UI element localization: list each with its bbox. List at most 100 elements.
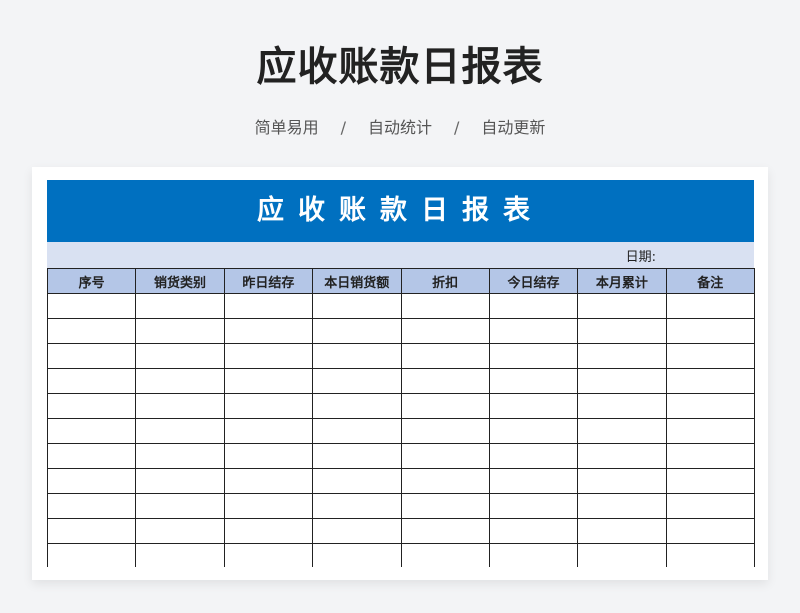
column-header: 本月累计	[577, 268, 667, 294]
table-cell[interactable]	[665, 518, 755, 544]
table-cell[interactable]	[665, 443, 755, 469]
table-cell[interactable]	[577, 493, 667, 519]
table-cell[interactable]	[223, 343, 314, 369]
table-cell[interactable]	[577, 543, 667, 567]
table-cell[interactable]	[665, 393, 755, 419]
table-cell[interactable]	[47, 343, 137, 369]
table-cell[interactable]	[47, 443, 137, 469]
table-cell[interactable]	[312, 418, 402, 444]
table-cell[interactable]	[488, 293, 579, 319]
table-cell[interactable]	[400, 418, 490, 444]
table-cell[interactable]	[665, 368, 755, 394]
table-cell[interactable]	[223, 468, 314, 494]
table-cell[interactable]	[135, 368, 225, 394]
table-cell[interactable]	[665, 318, 755, 344]
table-cell[interactable]	[577, 468, 667, 494]
table-cell[interactable]	[577, 343, 667, 369]
table-cell[interactable]	[665, 293, 755, 319]
table-cell[interactable]	[400, 518, 490, 544]
table-cell[interactable]	[488, 518, 579, 544]
table-cell[interactable]	[577, 318, 667, 344]
table-cell[interactable]	[312, 468, 402, 494]
table-cell[interactable]	[312, 368, 402, 394]
table-cell[interactable]	[400, 493, 490, 519]
table-cell[interactable]	[665, 468, 755, 494]
table-cell[interactable]	[665, 343, 755, 369]
table-cell[interactable]	[135, 293, 225, 319]
table-cell[interactable]	[135, 418, 225, 444]
table-cell[interactable]	[665, 493, 755, 519]
table-cell[interactable]	[312, 493, 402, 519]
table-cell[interactable]	[488, 443, 579, 469]
table-cell[interactable]	[400, 368, 490, 394]
table-cell[interactable]	[223, 393, 314, 419]
table-cell[interactable]	[47, 293, 137, 319]
table-cell[interactable]	[223, 518, 314, 544]
table-cell[interactable]	[577, 443, 667, 469]
table-cell[interactable]	[400, 393, 490, 419]
table-cell[interactable]	[488, 468, 579, 494]
report-table: 序号 销货类别 昨日结存 本日销货额 折扣 今日结存 本月累计 备注	[47, 268, 755, 567]
table-cell[interactable]	[312, 543, 402, 567]
table-cell[interactable]	[312, 343, 402, 369]
table-cell[interactable]	[312, 318, 402, 344]
table-cell[interactable]	[400, 443, 490, 469]
table-cell[interactable]	[47, 393, 137, 419]
date-row: 日期:	[47, 242, 754, 268]
table-cell[interactable]	[577, 293, 667, 319]
table-cell[interactable]	[47, 368, 137, 394]
table-cell[interactable]	[577, 368, 667, 394]
feature-auto-stats: 自动统计	[367, 118, 432, 137]
table-cell[interactable]	[400, 293, 490, 319]
table-cell[interactable]	[135, 393, 225, 419]
table-cell[interactable]	[577, 518, 667, 544]
table-cell[interactable]	[488, 393, 579, 419]
table-cell[interactable]	[488, 343, 579, 369]
table-cell[interactable]	[488, 318, 579, 344]
table-cell[interactable]	[135, 493, 225, 519]
table-cell[interactable]	[312, 393, 402, 419]
table-cell[interactable]	[135, 343, 225, 369]
table-cell[interactable]	[223, 293, 314, 319]
table-cell[interactable]	[47, 418, 137, 444]
table-cell[interactable]	[135, 468, 225, 494]
table-cell[interactable]	[400, 343, 490, 369]
table-cell[interactable]	[47, 318, 137, 344]
table-cell[interactable]	[488, 368, 579, 394]
table-cell[interactable]	[223, 493, 314, 519]
table-cell[interactable]	[400, 468, 490, 494]
table-cell[interactable]	[47, 518, 137, 544]
table-row	[47, 543, 755, 567]
table-row	[47, 293, 755, 319]
table-cell[interactable]	[135, 443, 225, 469]
table-cell[interactable]	[488, 418, 579, 444]
column-header: 今日结存	[488, 268, 579, 294]
table-cell[interactable]	[488, 543, 579, 567]
table-cell[interactable]	[665, 543, 755, 567]
table-cell[interactable]	[135, 318, 225, 344]
table-cell[interactable]	[577, 418, 667, 444]
date-label: 日期:	[625, 250, 656, 265]
table-cell[interactable]	[400, 543, 490, 567]
table-cell[interactable]	[223, 443, 314, 469]
table-cell[interactable]	[135, 518, 225, 544]
table-cell[interactable]	[135, 543, 225, 567]
table-cell[interactable]	[223, 368, 314, 394]
table-cell[interactable]	[577, 393, 667, 419]
feature-list: 简单易用 / 自动统计 / 自动更新	[0, 114, 800, 138]
table-cell[interactable]	[312, 293, 402, 319]
spreadsheet-preview: 应收账款日报表 日期: 序号 销货类别 昨日结存 本日销货额 折扣 今日结存 本月累计 备注	[32, 167, 768, 580]
table-cell[interactable]	[47, 468, 137, 494]
table-cell[interactable]	[47, 543, 137, 567]
table-cell[interactable]	[312, 518, 402, 544]
separator: /	[454, 118, 460, 137]
table-row	[47, 468, 755, 494]
table-cell[interactable]	[223, 543, 314, 567]
table-cell[interactable]	[665, 418, 755, 444]
table-cell[interactable]	[400, 318, 490, 344]
table-cell[interactable]	[488, 493, 579, 519]
table-cell[interactable]	[223, 318, 314, 344]
table-cell[interactable]	[312, 443, 402, 469]
table-cell[interactable]	[47, 493, 137, 519]
table-cell[interactable]	[223, 418, 314, 444]
